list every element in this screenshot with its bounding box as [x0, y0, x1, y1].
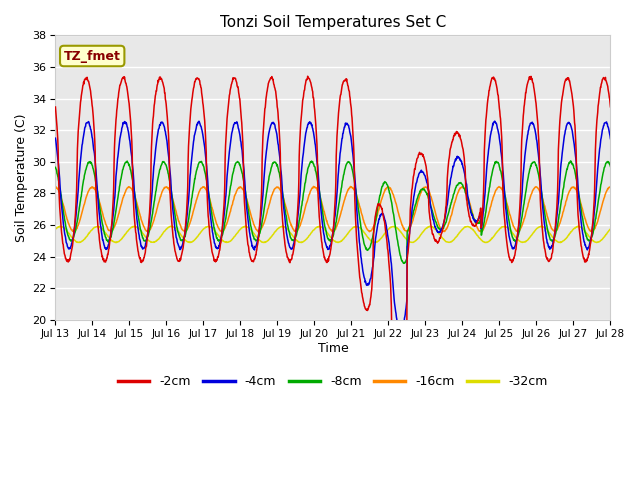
X-axis label: Time: Time [317, 342, 348, 355]
Legend: -2cm, -4cm, -8cm, -16cm, -32cm: -2cm, -4cm, -8cm, -16cm, -32cm [113, 370, 553, 393]
Title: Tonzi Soil Temperatures Set C: Tonzi Soil Temperatures Set C [220, 15, 446, 30]
Text: TZ_fmet: TZ_fmet [64, 49, 121, 62]
Y-axis label: Soil Temperature (C): Soil Temperature (C) [15, 113, 28, 242]
